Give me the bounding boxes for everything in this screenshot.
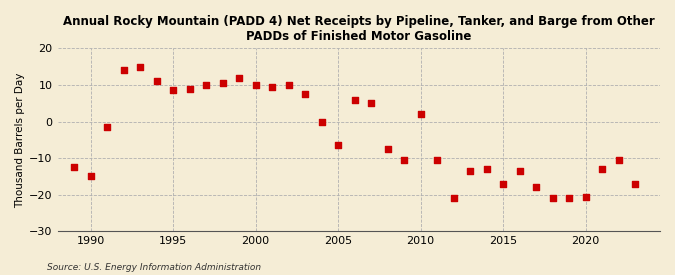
Point	[465, 169, 476, 173]
Point	[85, 174, 96, 179]
Point	[167, 88, 178, 93]
Point	[134, 64, 145, 69]
Point	[580, 194, 591, 199]
Point	[217, 81, 228, 85]
Point	[102, 125, 113, 129]
Point	[234, 75, 244, 80]
Point	[531, 185, 541, 190]
Point	[547, 196, 558, 201]
Point	[448, 196, 459, 201]
Point	[597, 167, 608, 171]
Point	[69, 165, 80, 169]
Point	[200, 83, 211, 87]
Point	[284, 83, 294, 87]
Point	[514, 169, 525, 173]
Point	[382, 147, 393, 151]
Point	[399, 158, 410, 162]
Point	[481, 167, 492, 171]
Y-axis label: Thousand Barrels per Day: Thousand Barrels per Day	[15, 72, 25, 208]
Point	[250, 83, 261, 87]
Point	[564, 196, 574, 201]
Point	[366, 101, 377, 105]
Point	[300, 92, 310, 96]
Point	[333, 143, 344, 148]
Point	[267, 85, 277, 89]
Point	[497, 182, 508, 186]
Point	[432, 158, 443, 162]
Title: Annual Rocky Mountain (PADD 4) Net Receipts by Pipeline, Tanker, and Barge from : Annual Rocky Mountain (PADD 4) Net Recei…	[63, 15, 655, 43]
Point	[614, 158, 624, 162]
Point	[184, 86, 195, 91]
Point	[415, 112, 426, 116]
Point	[118, 68, 129, 73]
Point	[349, 97, 360, 102]
Point	[151, 79, 162, 84]
Text: Source: U.S. Energy Information Administration: Source: U.S. Energy Information Administ…	[47, 263, 261, 272]
Point	[316, 119, 327, 124]
Point	[630, 182, 641, 186]
